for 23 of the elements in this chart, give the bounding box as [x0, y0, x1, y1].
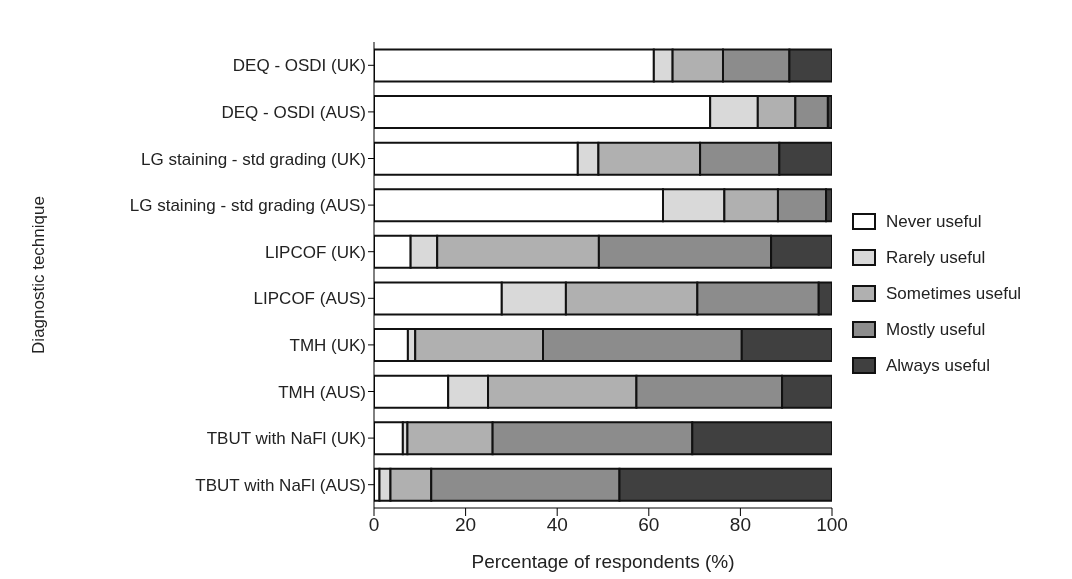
legend-label: Sometimes useful [886, 283, 1022, 304]
x-tick-label: 80 [729, 514, 751, 536]
legend-label: Always useful [886, 355, 990, 376]
legend-label: Never useful [886, 211, 982, 232]
y-tick-label: TBUT with NaFl (AUS) [195, 475, 366, 495]
x-axis-title: Percentage of respondents (%) [471, 551, 735, 572]
y-tick-label: LIPCOF (AUS) [253, 289, 366, 309]
legend-label: Rarely useful [886, 247, 986, 268]
x-tick-label: 0 [368, 514, 380, 536]
y-tick-label: LIPCOF (UK) [264, 242, 366, 262]
x-tick-label: 100 [816, 514, 848, 536]
x-tick-label: 60 [638, 514, 660, 536]
x-tick-label: 20 [455, 514, 477, 536]
x-tick-label: 40 [546, 514, 568, 536]
y-tick-label: TMH (UK) [289, 335, 366, 355]
y-tick-label: DEQ - OSDI (UK) [232, 56, 366, 76]
y-tick-label: LG staining - std grading (UK) [141, 149, 366, 169]
y-tick-label: DEQ - OSDI (AUS) [221, 102, 366, 122]
y-tick-label: TBUT with NaFl (UK) [206, 429, 366, 449]
y-axis-title: Diagnostic technique [29, 196, 49, 354]
y-tick-label: LG staining - std grading (AUS) [129, 196, 366, 216]
y-tick-label: TMH (AUS) [278, 382, 366, 402]
legend-label: Mostly useful [886, 319, 986, 340]
